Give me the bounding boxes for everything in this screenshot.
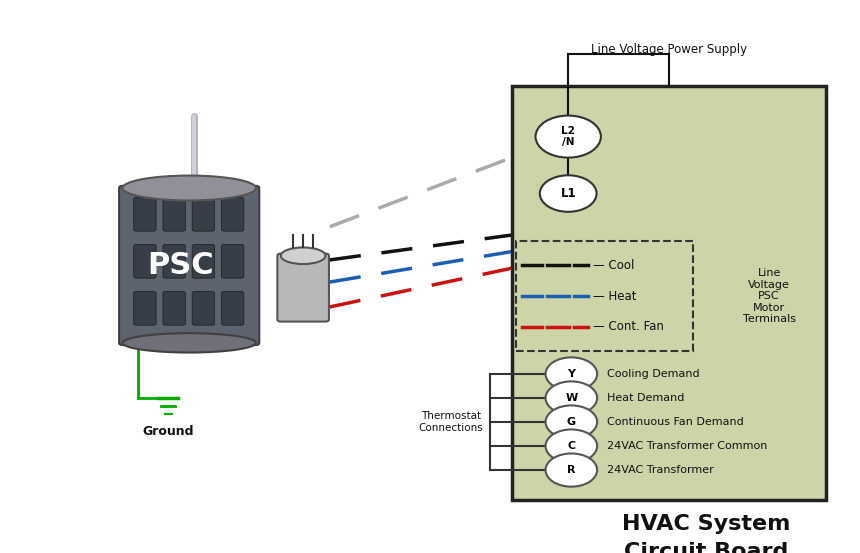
FancyBboxPatch shape xyxy=(222,244,244,278)
Text: — Cont. Fan: — Cont. Fan xyxy=(593,321,664,333)
Ellipse shape xyxy=(122,175,256,200)
Text: — Heat: — Heat xyxy=(593,290,637,302)
Text: Thermostat
Connections: Thermostat Connections xyxy=(419,411,483,433)
Circle shape xyxy=(545,430,597,463)
FancyBboxPatch shape xyxy=(134,291,157,325)
Circle shape xyxy=(545,357,597,390)
Text: PSC: PSC xyxy=(147,251,214,280)
Text: HVAC System: HVAC System xyxy=(622,514,790,534)
FancyBboxPatch shape xyxy=(193,244,215,278)
Text: Line Voltage Power Supply: Line Voltage Power Supply xyxy=(591,43,746,56)
Text: Line
Voltage
PSC
Motor
Terminals: Line Voltage PSC Motor Terminals xyxy=(742,268,796,325)
Text: Continuous Fan Demand: Continuous Fan Demand xyxy=(607,417,744,427)
FancyBboxPatch shape xyxy=(512,86,826,500)
Text: Circuit Board: Circuit Board xyxy=(624,542,789,553)
Text: W: W xyxy=(565,393,577,403)
Circle shape xyxy=(545,405,597,439)
FancyBboxPatch shape xyxy=(277,253,329,321)
FancyBboxPatch shape xyxy=(163,197,186,231)
FancyBboxPatch shape xyxy=(163,244,186,278)
Text: — Cool: — Cool xyxy=(593,259,635,272)
FancyBboxPatch shape xyxy=(193,197,215,231)
Circle shape xyxy=(545,453,597,487)
FancyBboxPatch shape xyxy=(222,197,244,231)
Text: Y: Y xyxy=(568,369,575,379)
Circle shape xyxy=(545,382,597,415)
FancyBboxPatch shape xyxy=(222,291,244,325)
FancyBboxPatch shape xyxy=(119,186,259,345)
Circle shape xyxy=(536,116,601,158)
Text: Cooling Demand: Cooling Demand xyxy=(607,369,700,379)
FancyBboxPatch shape xyxy=(193,291,215,325)
Ellipse shape xyxy=(280,247,325,264)
Text: G: G xyxy=(567,417,576,427)
FancyBboxPatch shape xyxy=(134,197,157,231)
Circle shape xyxy=(540,175,597,212)
FancyBboxPatch shape xyxy=(134,244,157,278)
Text: 24VAC Transformer: 24VAC Transformer xyxy=(607,465,714,475)
Text: Ground: Ground xyxy=(143,425,194,438)
Text: L1: L1 xyxy=(561,187,576,200)
Text: R: R xyxy=(567,465,575,475)
Text: L2
/N: L2 /N xyxy=(562,126,575,148)
Text: 24VAC Transformer Common: 24VAC Transformer Common xyxy=(607,441,768,451)
Text: C: C xyxy=(568,441,575,451)
Text: Heat Demand: Heat Demand xyxy=(607,393,685,403)
Ellipse shape xyxy=(122,333,256,353)
FancyBboxPatch shape xyxy=(163,291,186,325)
